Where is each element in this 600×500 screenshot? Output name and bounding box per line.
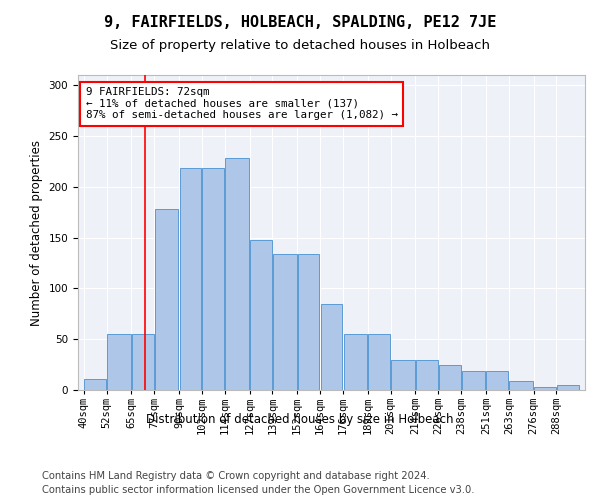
Bar <box>202 168 224 390</box>
Text: Contains HM Land Registry data © Crown copyright and database right 2024.: Contains HM Land Registry data © Crown c… <box>42 471 430 481</box>
Text: Contains public sector information licensed under the Open Government Licence v3: Contains public sector information licen… <box>42 485 475 495</box>
Bar <box>179 168 202 390</box>
Bar <box>487 370 508 390</box>
Bar <box>226 158 249 390</box>
Bar <box>84 379 106 390</box>
Bar <box>273 254 296 390</box>
Bar <box>250 240 272 390</box>
Bar <box>298 254 319 390</box>
Bar <box>155 209 178 390</box>
Bar <box>391 360 415 390</box>
Bar <box>461 370 485 390</box>
Bar <box>344 334 367 390</box>
Text: 9, FAIRFIELDS, HOLBEACH, SPALDING, PE12 7JE: 9, FAIRFIELDS, HOLBEACH, SPALDING, PE12 … <box>104 15 496 30</box>
Y-axis label: Number of detached properties: Number of detached properties <box>30 140 43 326</box>
Text: Size of property relative to detached houses in Holbeach: Size of property relative to detached ho… <box>110 39 490 52</box>
Text: 9 FAIRFIELDS: 72sqm
← 11% of detached houses are smaller (137)
87% of semi-detac: 9 FAIRFIELDS: 72sqm ← 11% of detached ho… <box>86 87 398 120</box>
Bar <box>107 334 131 390</box>
Bar <box>132 334 154 390</box>
Bar <box>534 387 556 390</box>
Bar <box>557 385 579 390</box>
Bar <box>416 360 437 390</box>
Bar <box>368 334 390 390</box>
Bar <box>509 381 533 390</box>
Bar <box>439 364 461 390</box>
Text: Distribution of detached houses by size in Holbeach: Distribution of detached houses by size … <box>146 412 454 426</box>
Bar <box>320 304 343 390</box>
